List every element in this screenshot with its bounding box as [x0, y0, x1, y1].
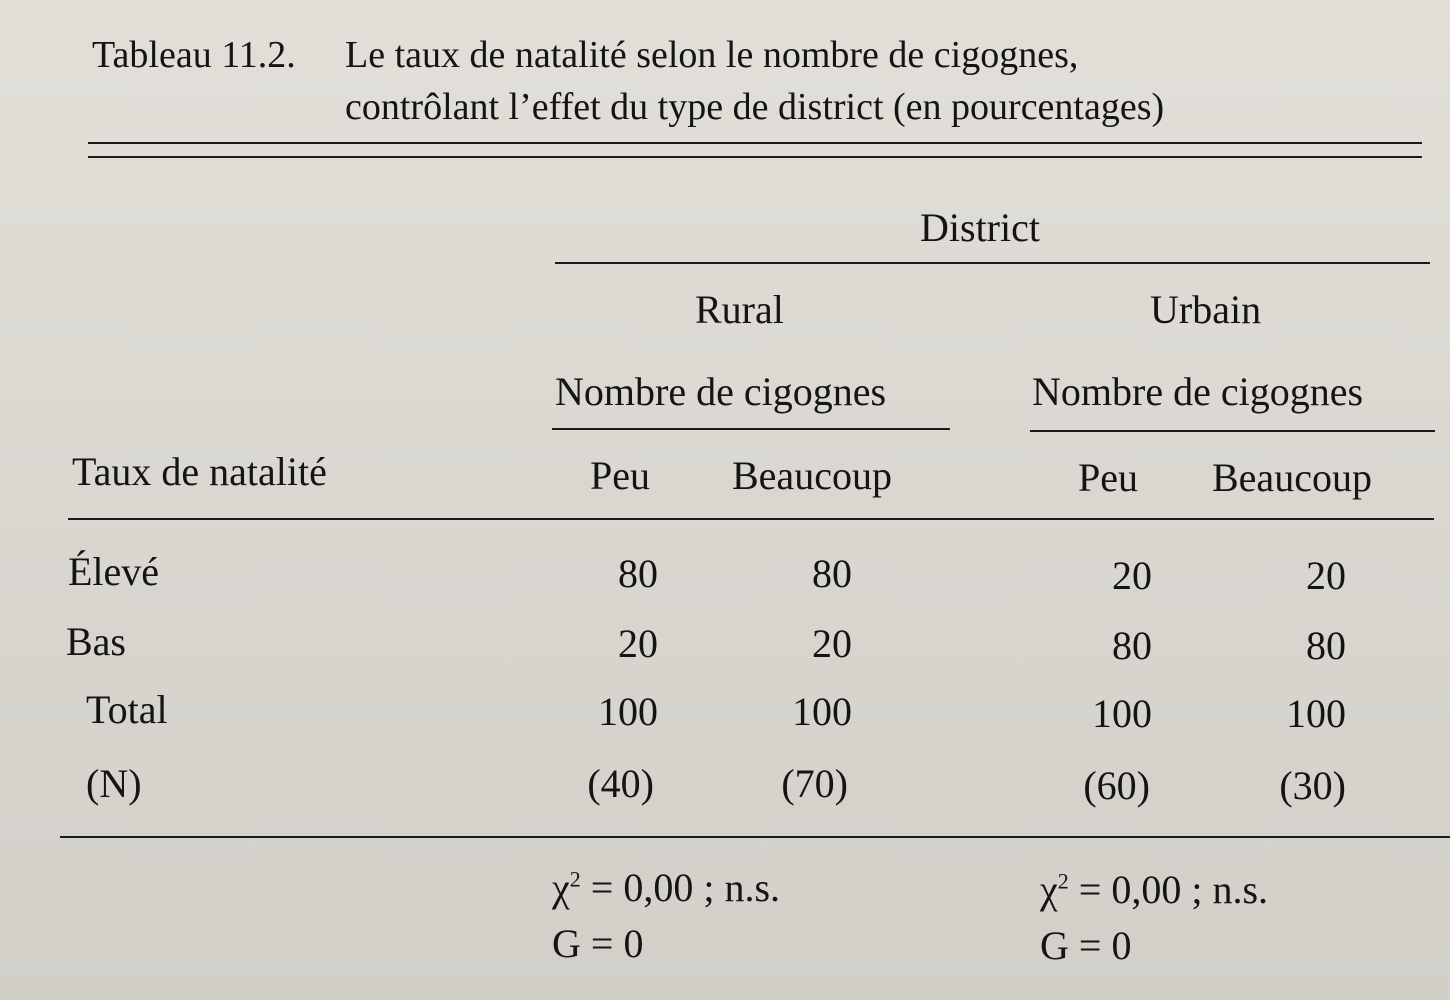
cell: 100: [1092, 691, 1152, 736]
urbain-chi-square: χ2 = 0,00 ; n.s.: [1040, 870, 1268, 910]
table-title-line1: Le taux de natalité selon le nombre de c…: [345, 34, 1079, 76]
cell: 80: [812, 551, 852, 596]
chi-symbol: χ: [552, 865, 570, 910]
district-rule: [555, 262, 1430, 264]
col-header-rural-beaucoup: Beaucoup: [732, 453, 892, 498]
urbain-chi-value: = 0,00 ; n.s.: [1078, 867, 1269, 912]
cell: 100: [792, 689, 852, 734]
cell: 80: [1112, 623, 1152, 668]
col-header-urbain-peu: Peu: [1078, 455, 1138, 500]
table-number: Tableau 11.2.: [92, 34, 296, 76]
rural-gamma: G = 0: [552, 921, 644, 966]
rural-header: Rural: [695, 287, 784, 332]
row-label-n: (N): [86, 761, 142, 806]
cell: 100: [1286, 691, 1346, 736]
cell: 80: [1306, 623, 1346, 668]
table-title-line2: contrôlant l’effet du type de district (…: [345, 86, 1165, 128]
col-header-rural-peu: Peu: [590, 453, 650, 498]
urbain-subrule: [1030, 430, 1435, 432]
chi-symbol: χ: [1040, 867, 1058, 912]
cell: 20: [812, 621, 852, 666]
row-label-bas: Bas: [66, 619, 126, 664]
cell: (40): [587, 761, 654, 806]
urbain-subheader: Nombre de cigognes: [1032, 369, 1364, 414]
body-bottom-rule: [60, 836, 1450, 838]
top-rule-2: [88, 156, 1422, 158]
rural-chi-square: χ2 = 0,00 ; n.s.: [552, 868, 780, 908]
cell: 20: [1112, 553, 1152, 598]
col-header-urbain-beaucoup: Beaucoup: [1212, 455, 1372, 500]
cell: (30): [1279, 763, 1346, 808]
district-header: District: [920, 205, 1040, 250]
rural-subheader: Nombre de cigognes: [555, 369, 887, 414]
row-label-total: Total: [86, 687, 168, 732]
header-bottom-rule: [68, 518, 1434, 520]
urbain-gamma: G = 0: [1040, 923, 1132, 968]
chi-exponent: 2: [569, 866, 581, 892]
top-rule-1: [88, 142, 1422, 144]
cell: (70): [781, 761, 848, 806]
cell: 100: [598, 689, 658, 734]
row-label-eleve: Élevé: [68, 549, 160, 594]
cell: 80: [618, 551, 658, 596]
row-label-header: Taux de natalité: [72, 449, 327, 494]
urbain-header: Urbain: [1150, 287, 1262, 332]
chi-exponent: 2: [1057, 868, 1069, 894]
rural-chi-value: = 0,00 ; n.s.: [590, 865, 781, 910]
cell: 20: [618, 621, 658, 666]
cell: (60): [1083, 763, 1150, 808]
cell: 20: [1306, 553, 1346, 598]
rural-subrule: [552, 428, 950, 430]
